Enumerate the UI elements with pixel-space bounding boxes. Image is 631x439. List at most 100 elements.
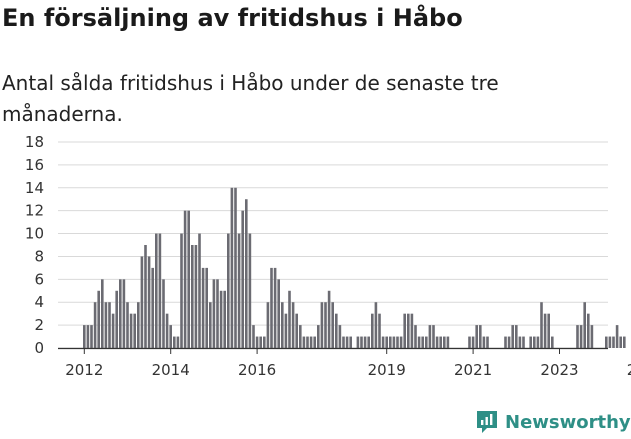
bar [392, 336, 396, 348]
y-tick-label: 10 [25, 225, 44, 243]
bar [119, 279, 122, 348]
bar [345, 336, 349, 348]
bar-series [83, 187, 626, 348]
bar [414, 325, 417, 348]
bar [536, 336, 540, 348]
bar [191, 245, 194, 348]
bar [241, 210, 244, 348]
bar [486, 336, 489, 348]
bar [324, 302, 327, 348]
bar [507, 336, 511, 348]
bar [158, 233, 162, 348]
bar [381, 336, 385, 348]
bar [248, 233, 252, 348]
bar [608, 336, 612, 348]
bar [223, 290, 226, 348]
bar [504, 336, 507, 348]
bar [147, 256, 151, 348]
bar [331, 302, 334, 348]
bar [237, 233, 241, 348]
bar [97, 290, 100, 348]
bar [187, 210, 190, 348]
bar [245, 199, 248, 348]
x-tick-label: 2025 [627, 361, 631, 378]
bar [367, 336, 370, 348]
x-tick-label: 2016 [238, 361, 276, 378]
bar [277, 279, 280, 348]
bar [209, 302, 212, 348]
bar [309, 336, 313, 348]
y-tick-label: 12 [25, 202, 44, 220]
y-tick-label: 16 [25, 156, 44, 174]
bar [266, 302, 270, 348]
bar [234, 187, 237, 348]
bar [374, 302, 378, 348]
bar [86, 325, 90, 348]
bar [137, 302, 140, 348]
x-tick-label: 2014 [152, 361, 190, 378]
bar [198, 233, 201, 348]
bar [468, 336, 471, 348]
y-tick-label: 18 [25, 133, 44, 151]
bar [363, 336, 367, 348]
bar [590, 325, 594, 348]
bar [129, 313, 133, 348]
bar [612, 336, 615, 348]
bar [371, 313, 374, 348]
y-tick-label: 0 [34, 339, 44, 357]
bar [327, 290, 331, 348]
bar [479, 325, 482, 348]
bar [338, 325, 342, 348]
bar [180, 233, 183, 348]
bar [547, 313, 550, 348]
y-tick-label: 8 [34, 247, 44, 265]
bar [399, 336, 403, 348]
x-tick-label: 2021 [454, 361, 492, 378]
y-tick-label: 6 [34, 270, 44, 288]
bar [529, 336, 532, 348]
bar-chart: 0 2 4 6 8 10 12 14 16 18 2012 2014 2016 2019 2021 2023… [25, 133, 631, 378]
bar [403, 313, 406, 348]
bar [385, 336, 388, 348]
bar [410, 313, 414, 348]
bar [90, 325, 93, 348]
bar [83, 325, 86, 348]
bar [230, 187, 234, 348]
bar [263, 336, 266, 348]
bar [446, 336, 450, 348]
bar [111, 313, 115, 348]
bar [475, 325, 478, 348]
bar [342, 336, 345, 348]
bar [320, 302, 324, 348]
bar [482, 336, 486, 348]
bar [252, 325, 255, 348]
bar [417, 336, 421, 348]
bar [360, 336, 363, 348]
bar [291, 302, 295, 348]
bar [205, 267, 208, 348]
bar [273, 267, 277, 348]
bar [219, 290, 223, 348]
bar [579, 325, 583, 348]
bar [389, 336, 392, 348]
y-axis-ticks: 0 2 4 6 8 10 12 14 16 18 [25, 133, 44, 357]
chart-title: En försäljning av fritidshus i Håbo [2, 4, 463, 32]
bar [623, 336, 626, 348]
bar [212, 279, 216, 348]
newsworthy-logo: Newsworthy [475, 407, 631, 437]
bar [551, 336, 554, 348]
bar [227, 233, 230, 348]
bar [540, 302, 543, 348]
bar [306, 336, 309, 348]
bar [115, 290, 118, 348]
bar [288, 290, 291, 348]
bar [302, 336, 306, 348]
bar [162, 279, 165, 348]
brand-name: Newsworthy [505, 411, 631, 433]
bar [439, 336, 442, 348]
x-tick-label: 2019 [368, 361, 406, 378]
bar [396, 336, 399, 348]
bar [169, 325, 172, 348]
y-tick-label: 2 [34, 316, 44, 334]
bar [140, 256, 144, 348]
